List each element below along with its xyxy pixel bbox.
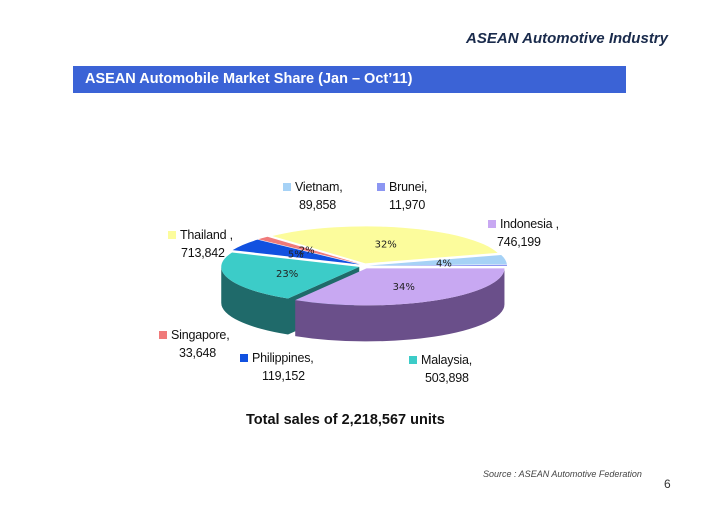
- slice-name-thailand: Thailand ,: [180, 228, 233, 242]
- slice-value-vietnam: 89,858: [299, 198, 337, 212]
- slice-vietnam: [368, 255, 507, 266]
- slice-side-malaysia: [221, 266, 288, 335]
- slice-value-brunei: 11,970: [389, 198, 426, 212]
- slice-name-philippines: Philippines,: [252, 351, 314, 365]
- slice-brunei: [368, 264, 507, 266]
- slice-indonesia: [295, 268, 505, 306]
- swatch-brunei: [377, 183, 385, 191]
- slice-value-singapore: 33,648: [179, 346, 217, 360]
- legend-indonesia: Indonesia , 746,199: [488, 215, 559, 251]
- source-note: Source : ASEAN Automotive Federation: [483, 469, 642, 479]
- legend-philippines: Philippines, 119,152: [240, 349, 314, 385]
- slice-value-thailand: 713,842: [181, 246, 225, 260]
- percent-label-philippines: 5%: [288, 250, 304, 261]
- slice-name-vietnam: Vietnam,: [295, 180, 343, 194]
- swatch-malaysia: [409, 356, 417, 364]
- slice-value-indonesia: 746,199: [497, 235, 541, 249]
- slice-thailand: [272, 226, 498, 264]
- slice-value-malaysia: 503,898: [425, 371, 469, 385]
- legend-singapore: Singapore, 33,648: [159, 326, 230, 362]
- percent-label-malaysia: 23%: [276, 269, 298, 280]
- legend-brunei: Brunei, 11,970: [377, 178, 427, 214]
- slice-singapore: [258, 236, 361, 265]
- slice-name-indonesia: Indonesia ,: [500, 217, 559, 231]
- slice-name-malaysia: Malaysia,: [421, 353, 472, 367]
- percent-label-thailand: 32%: [375, 240, 397, 251]
- percent-label-indonesia: 34%: [393, 282, 415, 293]
- legend-vietnam: Vietnam, 89,858: [283, 178, 343, 214]
- swatch-indonesia: [488, 220, 496, 228]
- swatch-singapore: [159, 331, 167, 339]
- percent-label-singapore: 2%: [299, 246, 315, 257]
- page-number: 6: [664, 477, 671, 491]
- chart-title: ASEAN Automobile Market Share (Jan – Oct…: [85, 71, 413, 87]
- swatch-thailand: [168, 231, 176, 239]
- pie-tops: [221, 226, 507, 306]
- swatch-vietnam: [283, 183, 291, 191]
- page-header-title: ASEAN Automotive Industry: [466, 30, 668, 47]
- legend-thailand: Thailand , 713,842: [168, 226, 233, 262]
- percent-label-vietnam: 4%: [436, 258, 452, 269]
- legend-malaysia: Malaysia, 503,898: [409, 351, 472, 387]
- slice-name-brunei: Brunei,: [389, 180, 428, 194]
- slice-malaysia: [221, 252, 360, 299]
- slice-name-singapore: Singapore,: [171, 328, 230, 342]
- swatch-philippines: [240, 354, 248, 362]
- pie-percent-labels: 34% 23% 5%2% 32% 4%: [276, 240, 452, 293]
- total-sales-label: Total sales of 2,218,567 units: [246, 412, 445, 428]
- chart-title-banner: ASEAN Automobile Market Share (Jan – Oct…: [73, 66, 626, 93]
- slice-value-philippines: 119,152: [262, 369, 305, 383]
- slice-philippines: [232, 239, 360, 265]
- slice-side-indonesia: [295, 268, 505, 342]
